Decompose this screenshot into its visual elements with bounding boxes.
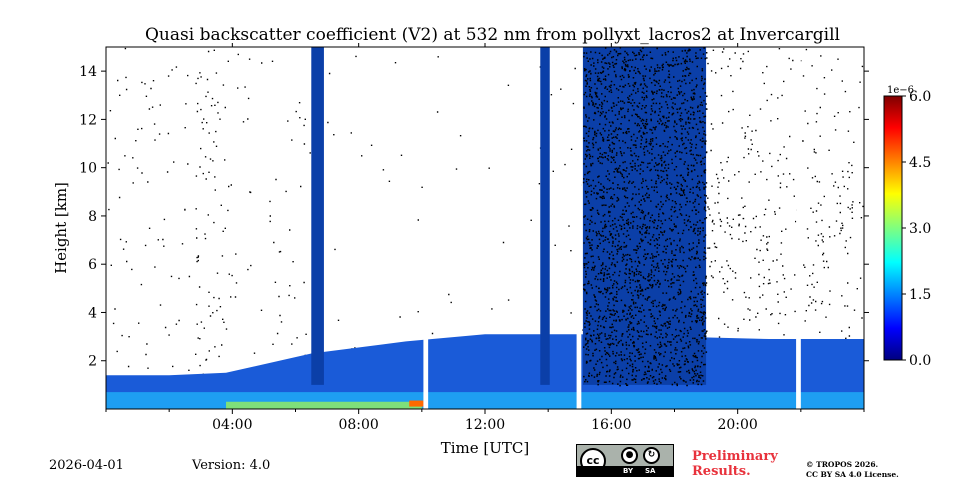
copyright-notice: © TROPOS 2026. CC BY SA 4.0 License. bbox=[806, 460, 899, 480]
copyright-line-1: © TROPOS 2026. bbox=[806, 460, 879, 469]
y-tick-label: 10 bbox=[79, 161, 97, 177]
y-tick-label: 12 bbox=[79, 112, 97, 128]
colorbar-tick-label: 0.0 bbox=[909, 353, 931, 369]
y-tick-label: 8 bbox=[88, 209, 97, 225]
surface-hotspot bbox=[409, 400, 424, 407]
by-person-icon: ● bbox=[621, 447, 638, 464]
y-tick-label: 14 bbox=[79, 64, 97, 80]
data-gap-2 bbox=[796, 47, 801, 409]
colorbar-scale-label: 1e−6 bbox=[887, 85, 914, 96]
x-tick-label: 04:00 bbox=[212, 417, 252, 433]
preliminary-notice: Preliminary Results. bbox=[692, 449, 778, 479]
y-tick-label: 2 bbox=[88, 354, 97, 370]
y-tick-label: 4 bbox=[88, 305, 97, 321]
cloud-segment-1 bbox=[540, 47, 550, 385]
data-gap-1 bbox=[576, 47, 582, 409]
cc-license-badge: cc ● ↻ BY SA bbox=[576, 444, 674, 477]
copyright-line-2: CC BY SA 4.0 License. bbox=[806, 470, 899, 479]
badge-bar bbox=[577, 466, 673, 476]
data-gap-0 bbox=[423, 47, 429, 409]
colorbar-tick-label: 1.5 bbox=[909, 287, 931, 303]
x-axis-label: Time [UTC] bbox=[441, 439, 530, 457]
x-tick-label: 08:00 bbox=[338, 417, 378, 433]
badge-by-label: BY bbox=[623, 467, 634, 475]
x-tick-label: 20:00 bbox=[717, 417, 757, 433]
x-tick-label: 16:00 bbox=[591, 417, 631, 433]
colorbar-tick-label: 4.5 bbox=[909, 155, 931, 171]
colorbar-tick-label: 3.0 bbox=[909, 221, 931, 237]
cloud-speckle bbox=[582, 47, 708, 387]
near-surface-layer bbox=[106, 392, 864, 409]
colorbar-tick-label: 6.0 bbox=[909, 89, 931, 105]
surface-green-band bbox=[226, 401, 422, 409]
share-alike-icon: ↻ bbox=[643, 447, 660, 464]
preliminary-line-2: Results. bbox=[692, 464, 751, 479]
colorbar bbox=[883, 95, 903, 361]
x-tick-label: 12:00 bbox=[465, 417, 505, 433]
y-tick-label: 6 bbox=[88, 257, 97, 273]
version-label: Version: 4.0 bbox=[192, 458, 271, 473]
preliminary-line-1: Preliminary bbox=[692, 449, 778, 464]
cloud-segment-2 bbox=[311, 47, 324, 385]
chart-title: Quasi backscatter coefficient (V2) at 53… bbox=[145, 25, 840, 45]
y-axis-label: Height [km] bbox=[52, 182, 70, 274]
date-label: 2026-04-01 bbox=[49, 458, 124, 473]
badge-sa-label: SA bbox=[645, 467, 656, 475]
